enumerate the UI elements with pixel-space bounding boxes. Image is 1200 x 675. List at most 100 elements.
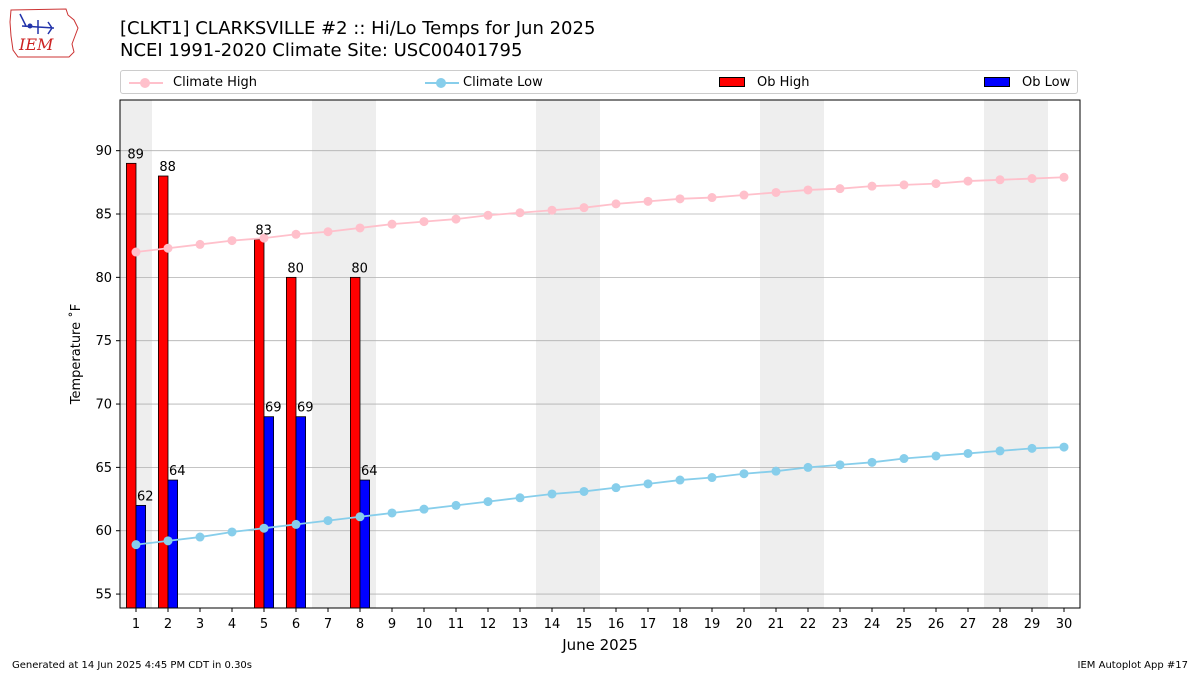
x-tick-label-15: 15	[576, 617, 593, 632]
x-tick-label-18: 18	[672, 617, 689, 632]
iem-logo: IEM	[9, 8, 79, 58]
y-tick-label-70: 70	[95, 398, 112, 413]
climate-high-line	[135, 176, 1065, 253]
ob-high-value-label-day-2: 88	[159, 160, 176, 175]
ob-high-value-label-day-6: 80	[287, 261, 304, 276]
ob-low-value-label-day-2: 64	[169, 464, 186, 479]
weather-vane-icon	[19, 13, 55, 35]
y-gridlines	[120, 150, 1080, 595]
climate-low-point-day-10	[419, 504, 429, 514]
climate-low-point-day-22	[803, 462, 813, 472]
x-tick-label-19: 19	[704, 617, 721, 632]
climate-low-point-day-28	[995, 446, 1005, 456]
climate-low-point-day-12	[483, 497, 493, 507]
x-tick-label-21: 21	[768, 617, 785, 632]
x-tick-label-22: 22	[800, 617, 817, 632]
legend-marker-climate-low	[436, 78, 446, 88]
y-tick-label-55: 55	[95, 588, 112, 603]
climate-high-point-day-19	[707, 193, 717, 203]
x-tick-label-11: 11	[448, 617, 465, 632]
x-axis-label: June 2025	[561, 636, 638, 654]
climate-high-point-day-22	[803, 185, 813, 195]
climate-high-point-day-1	[131, 247, 141, 257]
climate-lines	[131, 172, 1069, 550]
climate-low-point-day-7	[323, 516, 333, 526]
climate-high-point-day-28	[995, 175, 1005, 185]
climate-low-point-day-17	[643, 479, 653, 489]
logo-text: IEM	[18, 35, 54, 54]
climate-high-point-day-29	[1027, 174, 1037, 184]
climate-high-point-day-3	[195, 239, 205, 249]
climate-low-point-day-11	[451, 500, 461, 510]
x-tick-label-23: 23	[832, 617, 849, 632]
climate-low-point-day-19	[707, 473, 717, 483]
climate-low-point-day-8	[355, 512, 365, 522]
climate-low-point-day-16	[611, 483, 621, 493]
climate-low-point-day-14	[547, 489, 557, 499]
climate-high-point-day-7	[323, 227, 333, 237]
plot-frame	[119, 99, 1081, 609]
y-tick-label-85: 85	[95, 208, 112, 223]
x-tick-label-28: 28	[992, 617, 1009, 632]
ob-low-value-label-day-6: 69	[297, 401, 314, 416]
ob-high-bar-day-5	[253, 238, 265, 609]
ob-low-bar-day-8	[359, 479, 371, 609]
x-tick-label-5: 5	[260, 617, 268, 632]
climate-high-point-day-8	[355, 223, 365, 233]
chart-subtitle: NCEI 1991-2020 Climate Site: USC00401795	[120, 40, 523, 61]
x-tick-label-8: 8	[356, 617, 364, 632]
climate-high-point-day-17	[643, 196, 653, 206]
climate-low-point-day-26	[931, 451, 941, 461]
x-tick-label-14: 14	[544, 617, 561, 632]
climate-low-point-day-3	[195, 532, 205, 542]
x-tick-label-12: 12	[480, 617, 497, 632]
ob-low-bar-day-6	[295, 416, 307, 609]
climate-high-point-day-24	[867, 181, 877, 191]
x-tick-label-7: 7	[324, 617, 332, 632]
weekend-shade-2	[536, 100, 600, 608]
climate-low-point-day-15	[579, 486, 589, 496]
climate-low-point-day-1	[131, 540, 141, 550]
y-tick-label-75: 75	[95, 334, 112, 349]
weekend-shade-3	[760, 100, 824, 608]
climate-high-point-day-26	[931, 179, 941, 189]
ob-low-bar-day-5	[263, 416, 275, 609]
x-tick-label-20: 20	[736, 617, 753, 632]
climate-low-point-day-20	[739, 469, 749, 479]
x-tick-label-29: 29	[1024, 617, 1041, 632]
climate-high-point-day-14	[547, 205, 557, 215]
x-tick-label-4: 4	[228, 617, 236, 632]
climate-high-point-day-25	[899, 180, 909, 190]
y-tick-label-60: 60	[95, 524, 112, 539]
x-tick-label-17: 17	[640, 617, 657, 632]
y-axis-label: Temperature ˚F	[68, 304, 84, 405]
climate-high-point-day-21	[771, 187, 781, 197]
climate-high-point-day-13	[515, 208, 525, 218]
ob-high-value-label-day-1: 89	[127, 147, 144, 162]
x-tick-label-10: 10	[416, 617, 433, 632]
climate-high-point-day-12	[483, 210, 493, 220]
x-tick-label-30: 30	[1056, 617, 1073, 632]
ob-high-value-label-day-5: 83	[255, 223, 272, 238]
climate-high-point-day-15	[579, 203, 589, 213]
climate-low-point-day-13	[515, 493, 525, 503]
y-tick-label-90: 90	[95, 144, 112, 159]
ob-high-bar-day-6	[285, 276, 297, 609]
climate-low-point-day-5	[259, 523, 269, 533]
bar-data-labels: 89 88 83 80 80 62 64 69 69 64	[127, 147, 377, 504]
climate-low-point-day-18	[675, 475, 685, 485]
climate-low-point-day-6	[291, 519, 301, 529]
climate-low-point-day-4	[227, 527, 237, 537]
climate-high-point-day-18	[675, 194, 685, 204]
climate-low-point-day-21	[771, 466, 781, 476]
x-tick-label-2: 2	[164, 617, 172, 632]
x-tick-label-24: 24	[864, 617, 881, 632]
legend-label-climate-high: Climate High	[173, 75, 258, 90]
climate-high-point-day-11	[451, 214, 461, 224]
climate-low-point-day-9	[387, 508, 397, 518]
climate-low-point-day-2	[163, 536, 173, 546]
generated-timestamp: Generated at 14 Jun 2025 4:45 PM CDT in …	[12, 660, 253, 671]
x-tick-label-26: 26	[928, 617, 945, 632]
ob-high-bar-day-8	[349, 276, 361, 609]
x-tick-label-1: 1	[132, 617, 140, 632]
